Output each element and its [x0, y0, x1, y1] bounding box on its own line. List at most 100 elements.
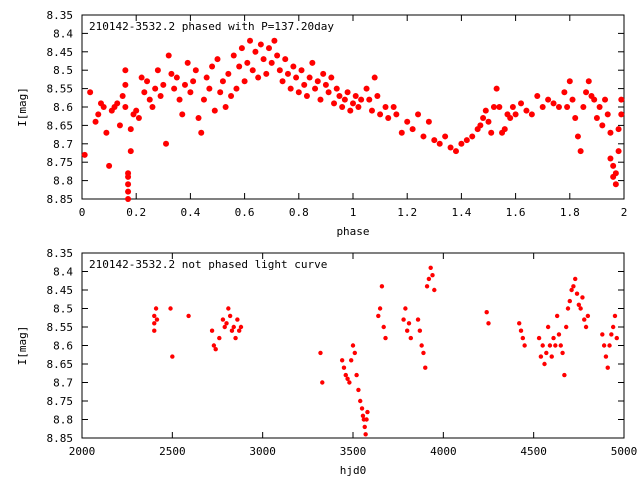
- chart-2-data-point: [578, 306, 583, 311]
- chart-1-data-point: [612, 170, 619, 177]
- chart-1-y-tick-label: 8.8: [53, 175, 73, 188]
- chart-2-data-point: [408, 335, 414, 341]
- chart-1-data-point: [458, 140, 465, 147]
- chart-1-data-point: [509, 104, 516, 110]
- chart-1-data-point: [577, 148, 584, 155]
- chart-2-data-point: [553, 343, 558, 348]
- chart-1-x-tick-label: 0.2: [126, 206, 146, 219]
- chart-1-data-point: [328, 74, 335, 81]
- chart-1-y-tick-label: 8.55: [47, 83, 74, 96]
- chart-2-y-tick-label: 8.45: [47, 284, 74, 297]
- chart-2-data-point: [558, 343, 563, 348]
- chart-1-data-point: [615, 126, 622, 133]
- chart-2-y-tick-label: 8.7: [53, 377, 73, 390]
- chart-1-data-point: [138, 74, 145, 81]
- chart-2-data-point: [415, 317, 421, 322]
- chart-2-title: 210142-3532.2 not phased light curve: [89, 258, 327, 271]
- chart-1-data-point: [618, 96, 625, 103]
- chart-1-data-point: [604, 111, 611, 118]
- chart-1-data-point: [314, 78, 321, 85]
- chart-2-y-axis-title: I[mag]: [16, 326, 29, 366]
- chart-1-data-point: [415, 111, 422, 118]
- chart-2-data-point: [556, 332, 562, 337]
- chart-1-data-point: [257, 41, 264, 48]
- chart-1-data-point: [320, 70, 327, 77]
- chart-2-data-point: [560, 350, 565, 356]
- chart-2-data-point: [609, 332, 614, 337]
- chart-1-data-point: [168, 70, 175, 77]
- chart-1-data-point: [518, 100, 525, 107]
- chart-1-data-point: [490, 104, 497, 110]
- chart-2-data-point: [152, 313, 157, 319]
- chart-2-data-point: [229, 328, 235, 333]
- chart-1-data-point: [404, 118, 411, 125]
- chart-1-y-tick-label: 8.45: [47, 46, 74, 59]
- chart-1-data-point: [152, 85, 159, 92]
- chart-1-data-point: [203, 74, 210, 81]
- chart-2-data-point: [377, 306, 383, 311]
- chart-1-data-point: [122, 81, 129, 88]
- chart-2-data-point: [585, 313, 591, 319]
- chart-1-x-axis-title: phase: [336, 225, 369, 238]
- chart-2-data-point: [614, 335, 619, 341]
- chart-1-data-point: [106, 162, 113, 169]
- chart-1-data-point: [564, 104, 571, 110]
- chart-1-data-point: [157, 92, 164, 99]
- chart-1-data-point: [219, 78, 226, 85]
- chart-2-data-point: [517, 321, 522, 326]
- chart-2-data-point: [360, 413, 366, 418]
- chart-2-data-point: [430, 273, 435, 278]
- chart-1-data-point: [190, 78, 197, 85]
- chart-1-data-point: [274, 52, 281, 59]
- chart-2-data-point: [522, 343, 527, 348]
- chart-1-data-point: [347, 107, 354, 114]
- chart-1-data-point: [574, 133, 581, 140]
- chart-1-data-point: [144, 78, 151, 85]
- chart-1-data-point: [591, 96, 598, 103]
- chart-1-data-point: [287, 85, 294, 92]
- chart-2-data-point: [352, 350, 358, 356]
- chart-1-data-point: [100, 104, 107, 110]
- chart-1-data-point: [233, 85, 240, 92]
- chart-2-y-tick-label: 8.55: [47, 321, 74, 334]
- chart-1-data-point: [160, 81, 167, 88]
- chart-1-data-point: [214, 56, 221, 63]
- chart-1-x-tick-label: 1.4: [451, 206, 471, 219]
- chart-1-data-point: [125, 196, 132, 202]
- chart-1-data-point: [265, 45, 272, 52]
- chart-2-data-point: [600, 332, 605, 337]
- chart-1-data-point: [550, 100, 557, 107]
- chart-1-data-point: [539, 104, 546, 110]
- chart-2-data-point: [428, 265, 433, 270]
- chart-1-y-axis-title: I[mag]: [16, 87, 29, 127]
- chart-1-data-point: [176, 96, 183, 103]
- chart-2-data-point: [222, 324, 227, 330]
- chart-1-data-point: [615, 148, 622, 155]
- chart-1-data-point: [523, 107, 530, 114]
- chart-2-data-point: [605, 365, 610, 370]
- chart-1-data-point: [331, 100, 338, 107]
- chart-2-data-point: [536, 335, 542, 341]
- chart-1-y-tick-label: 8.65: [47, 119, 74, 132]
- chart-1-x-tick-label: 0.4: [180, 206, 200, 219]
- chart-1-data-point: [222, 104, 229, 110]
- chart-2-y-tick-label: 8.6: [53, 340, 73, 353]
- chart-1-data-point: [282, 56, 289, 63]
- chart-2-data-point: [582, 317, 587, 322]
- chart-1-x-tick-label: 0.6: [235, 206, 255, 219]
- chart-1-data-point: [371, 74, 378, 81]
- chart-1-data-point: [165, 52, 172, 59]
- chart-1-data-point: [545, 96, 552, 103]
- chart-2-data-point: [224, 321, 229, 326]
- chart-1-data-point: [225, 70, 232, 77]
- chart-1-data-point: [125, 188, 132, 195]
- chart-2-data-point: [421, 350, 426, 356]
- chart-1-x-tick-label: 0.8: [289, 206, 309, 219]
- chart-1-data-point: [87, 89, 94, 96]
- chart-1-data-point: [528, 111, 535, 118]
- chart-1-data-point: [279, 78, 286, 85]
- chart-2-y-tick-label: 8.8: [53, 414, 73, 427]
- chart-2-y-tick-label: 8.75: [47, 395, 74, 408]
- chart-1-data-point: [81, 151, 88, 158]
